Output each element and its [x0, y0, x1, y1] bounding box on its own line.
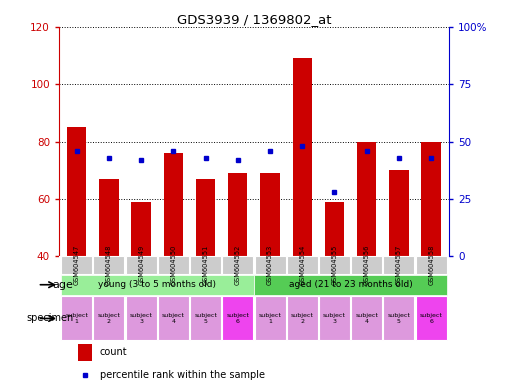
FancyBboxPatch shape	[61, 296, 92, 341]
Text: GSM604554: GSM604554	[299, 245, 305, 285]
Bar	[228, 173, 247, 256]
Text: age: age	[53, 280, 74, 290]
Text: percentile rank within the sample: percentile rank within the sample	[100, 370, 265, 380]
FancyBboxPatch shape	[416, 296, 447, 341]
Bar	[78, 344, 92, 361]
FancyBboxPatch shape	[61, 275, 254, 295]
Text: GSM604547: GSM604547	[74, 245, 80, 285]
Bar	[164, 153, 183, 256]
Text: GSM604557: GSM604557	[396, 245, 402, 285]
Bar	[196, 179, 215, 256]
Text: young (3 to 5 months old): young (3 to 5 months old)	[98, 280, 216, 289]
FancyBboxPatch shape	[93, 256, 125, 274]
Text: GSM604555: GSM604555	[331, 245, 338, 285]
FancyBboxPatch shape	[222, 296, 253, 341]
FancyBboxPatch shape	[416, 256, 447, 274]
Bar	[325, 202, 344, 256]
Text: subject
5: subject 5	[194, 313, 217, 324]
FancyBboxPatch shape	[61, 256, 92, 274]
Text: GSM604552: GSM604552	[235, 245, 241, 285]
FancyBboxPatch shape	[126, 256, 156, 274]
FancyBboxPatch shape	[351, 256, 382, 274]
Bar	[100, 179, 119, 256]
Text: subject
6: subject 6	[420, 313, 443, 324]
FancyBboxPatch shape	[383, 256, 415, 274]
Text: GSM604548: GSM604548	[106, 245, 112, 285]
FancyBboxPatch shape	[126, 296, 156, 341]
Text: subject
3: subject 3	[130, 313, 152, 324]
FancyBboxPatch shape	[319, 256, 350, 274]
Bar	[67, 127, 86, 256]
Text: GSM604549: GSM604549	[138, 245, 144, 285]
FancyBboxPatch shape	[287, 256, 318, 274]
Text: GSM604553: GSM604553	[267, 245, 273, 285]
Text: subject
1: subject 1	[259, 313, 282, 324]
Bar	[261, 173, 280, 256]
Text: subject
4: subject 4	[356, 313, 378, 324]
Text: specimen: specimen	[26, 313, 74, 323]
Bar	[292, 58, 312, 256]
Text: count: count	[100, 348, 128, 358]
FancyBboxPatch shape	[254, 256, 286, 274]
Text: GSM604551: GSM604551	[203, 245, 209, 285]
Text: aged (21 to 23 months old): aged (21 to 23 months old)	[289, 280, 412, 289]
Text: subject
3: subject 3	[323, 313, 346, 324]
Bar	[389, 170, 408, 256]
FancyBboxPatch shape	[158, 256, 189, 274]
Bar	[422, 142, 441, 256]
FancyBboxPatch shape	[93, 296, 125, 341]
FancyBboxPatch shape	[383, 296, 415, 341]
FancyBboxPatch shape	[222, 256, 253, 274]
Text: subject
2: subject 2	[97, 313, 121, 324]
FancyBboxPatch shape	[287, 296, 318, 341]
FancyBboxPatch shape	[319, 296, 350, 341]
Text: subject
4: subject 4	[162, 313, 185, 324]
Bar	[357, 142, 377, 256]
FancyBboxPatch shape	[158, 296, 189, 341]
Text: GSM604550: GSM604550	[170, 245, 176, 285]
FancyBboxPatch shape	[254, 296, 286, 341]
Text: GSM604556: GSM604556	[364, 245, 370, 285]
Title: GDS3939 / 1369802_at: GDS3939 / 1369802_at	[176, 13, 331, 26]
Text: subject
2: subject 2	[291, 313, 314, 324]
Text: GSM604558: GSM604558	[428, 245, 434, 285]
Text: subject
6: subject 6	[226, 313, 249, 324]
FancyBboxPatch shape	[351, 296, 382, 341]
FancyBboxPatch shape	[254, 275, 447, 295]
Text: subject
1: subject 1	[65, 313, 88, 324]
Text: subject
5: subject 5	[387, 313, 410, 324]
Bar	[131, 202, 151, 256]
FancyBboxPatch shape	[190, 296, 221, 341]
FancyBboxPatch shape	[190, 256, 221, 274]
